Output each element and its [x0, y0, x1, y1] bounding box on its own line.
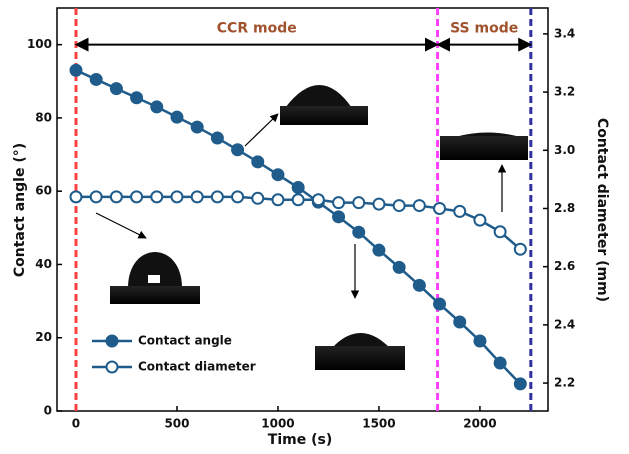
- data-point: [130, 91, 144, 105]
- y-axis-title: Contact angle (°): [12, 143, 28, 277]
- y-tick-label: 100: [27, 37, 52, 51]
- y2-axis-title: Contact diameter (mm): [594, 118, 610, 302]
- data-point: [372, 197, 386, 211]
- pointer-arrows: [95, 113, 507, 299]
- y2-tick-label: 3.2: [554, 85, 575, 99]
- data-point: [473, 334, 487, 348]
- data-point: [291, 181, 305, 195]
- y2-tick-label: 3.4: [554, 26, 575, 40]
- data-point: [513, 377, 527, 391]
- data-point: [89, 72, 103, 86]
- droplet-images: [110, 80, 528, 370]
- y2-tick-label: 2.2: [554, 376, 575, 390]
- data-point: [513, 242, 527, 256]
- data-point: [392, 260, 406, 274]
- data-point: [352, 196, 366, 210]
- data-point: [150, 100, 164, 114]
- data-point: [170, 190, 184, 204]
- data-point: [433, 201, 447, 215]
- data-point: [332, 196, 346, 210]
- data-point: [291, 193, 305, 207]
- x-tick-label: 2000: [463, 417, 496, 431]
- data-point: [433, 297, 447, 311]
- plot-frame: [56, 7, 549, 412]
- data-point: [372, 243, 386, 257]
- data-point: [210, 131, 224, 145]
- y-tick-label: 40: [35, 257, 52, 271]
- legend-label: Contact diameter: [138, 360, 256, 374]
- data-point: [473, 213, 487, 227]
- y2-tick-label: 2.6: [554, 259, 575, 273]
- data-point: [69, 63, 83, 77]
- data-point: [190, 120, 204, 134]
- x-tick-label: 1000: [261, 417, 294, 431]
- legend-label: Contact angle: [138, 334, 232, 348]
- y-tick-label: 60: [35, 184, 52, 198]
- y2-tick-label: 2.4: [554, 317, 575, 331]
- mode-label: CCR mode: [217, 21, 297, 37]
- data-point: [493, 225, 507, 239]
- y2-tick-label: 3.0: [554, 143, 575, 157]
- x-tick-label: 1500: [362, 417, 395, 431]
- data-point: [89, 190, 103, 204]
- data-point: [412, 199, 426, 213]
- legend-marker: [105, 334, 119, 348]
- data-point: [69, 190, 83, 204]
- data-point: [251, 191, 265, 205]
- mode-label: SS mode: [450, 21, 518, 37]
- data-point: [493, 356, 507, 370]
- y-tick-label: 80: [35, 110, 52, 124]
- data-point: [352, 225, 366, 239]
- data-point: [271, 193, 285, 207]
- data-point: [170, 110, 184, 124]
- data-point: [109, 190, 123, 204]
- y2-tick-label: 2.8: [554, 201, 575, 215]
- data-point: [109, 82, 123, 96]
- data-point: [251, 155, 265, 169]
- data-point: [311, 193, 325, 207]
- data-point: [332, 210, 346, 224]
- data-point: [392, 199, 406, 213]
- data-point: [453, 204, 467, 218]
- data-point: [150, 190, 164, 204]
- data-point: [271, 168, 285, 182]
- data-point: [412, 278, 426, 292]
- data-point: [130, 190, 144, 204]
- data-point: [190, 190, 204, 204]
- y-tick-label: 0: [44, 404, 52, 418]
- data-point: [231, 190, 245, 204]
- x-tick-label: 0: [72, 417, 80, 431]
- x-axis-title: Time (s): [268, 432, 332, 448]
- x-tick-label: 500: [164, 417, 189, 431]
- data-point: [231, 143, 245, 157]
- legend-marker: [105, 360, 119, 374]
- y-tick-label: 20: [35, 330, 52, 344]
- data-point: [453, 315, 467, 329]
- data-point: [210, 190, 224, 204]
